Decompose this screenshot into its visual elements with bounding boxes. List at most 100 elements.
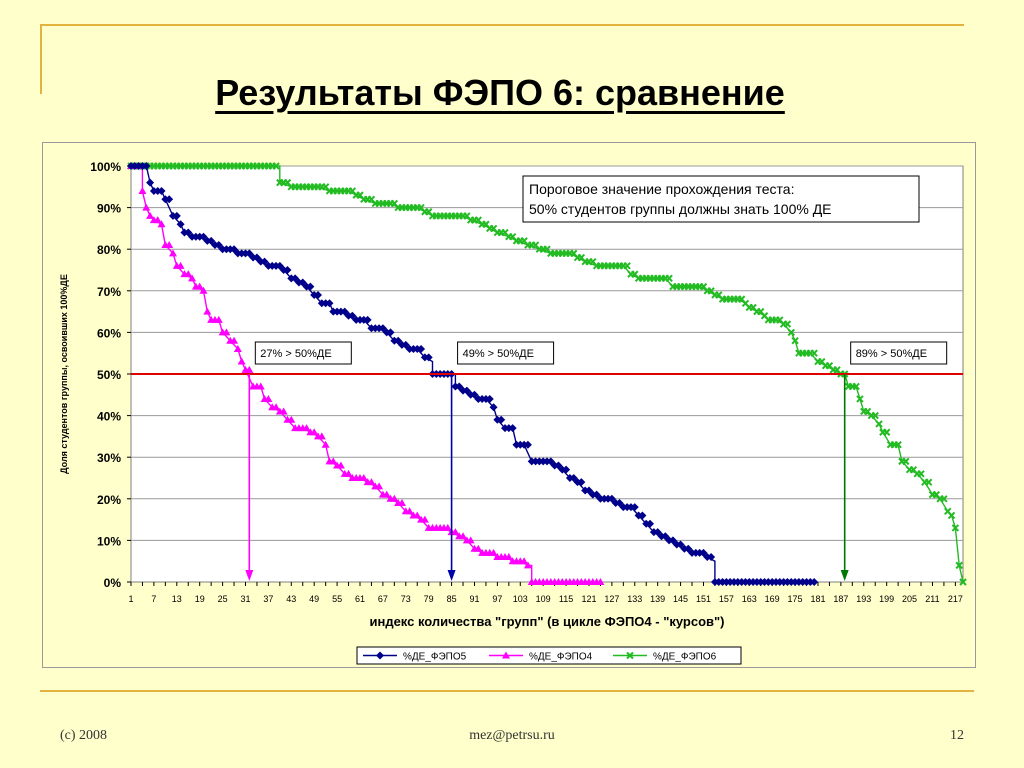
series-marker-0 — [165, 195, 174, 204]
marker-stroke — [783, 320, 792, 328]
series-marker-1 — [214, 315, 223, 323]
x-tick-label: 109 — [536, 594, 551, 604]
series-marker-2 — [871, 411, 879, 420]
marker-stroke — [852, 382, 860, 391]
series-marker-1 — [230, 336, 239, 344]
series-marker-1 — [176, 261, 185, 269]
x-tick-label: 169 — [765, 594, 780, 604]
series-marker-1 — [203, 307, 212, 315]
top-rule — [40, 24, 964, 26]
marker-stroke — [944, 507, 952, 515]
x-tick-label: 157 — [719, 594, 734, 604]
legend-label: %ДЕ_ФЭПО4 — [529, 652, 593, 663]
series-marker-0 — [363, 315, 372, 324]
marker-stroke — [356, 191, 364, 199]
series-marker-1 — [397, 498, 406, 506]
x-tick-label: 79 — [424, 594, 434, 604]
marker-stroke — [321, 183, 330, 191]
y-tick-label: 30% — [97, 451, 121, 465]
callout-arrow-head — [840, 570, 849, 581]
x-tick-label: 13 — [172, 594, 182, 604]
series-marker-1 — [336, 461, 345, 469]
marker-stroke — [917, 470, 925, 478]
marker-stroke — [272, 162, 280, 170]
marker-stroke — [623, 262, 631, 270]
series-marker-1 — [382, 490, 391, 498]
marker-stroke — [818, 357, 826, 366]
marker-stroke — [424, 208, 433, 216]
x-tick-label: 37 — [263, 594, 273, 604]
series-marker-0 — [424, 353, 433, 362]
marker-stroke — [894, 441, 902, 449]
series-marker-1 — [405, 507, 414, 515]
marker-stroke — [902, 457, 910, 466]
x-tick-label: 91 — [469, 594, 479, 604]
series-marker-0 — [172, 211, 181, 220]
marker-stroke — [531, 241, 540, 249]
series-marker-0 — [314, 290, 323, 299]
marker-stroke — [390, 199, 399, 208]
x-tick-label: 121 — [581, 594, 596, 604]
line-chart: 0% 10% 20% 30% 40% 50% 60% 70% 80% 90% 100% 1 7 13 19 2… — [59, 160, 967, 665]
x-axis-title: индекс количества "групп" (в цикле ФЭПО4… — [369, 614, 724, 629]
x-tick-label: 97 — [492, 594, 502, 604]
marker-stroke — [348, 187, 357, 195]
page-number: 12 — [950, 728, 964, 743]
series-marker-0 — [260, 257, 269, 266]
series-marker-2 — [783, 320, 792, 328]
series-marker-1 — [466, 536, 475, 544]
series-marker-1 — [153, 216, 162, 224]
series-marker-1 — [237, 357, 246, 365]
series-marker-0 — [462, 386, 471, 395]
series-marker-2 — [959, 578, 967, 586]
threshold-note-box — [522, 175, 920, 223]
series-marker-1 — [256, 382, 265, 390]
x-tick-label: 217 — [948, 594, 963, 604]
series-marker-1 — [459, 532, 468, 540]
series-marker-0 — [485, 394, 494, 403]
x-tick-label: 19 — [195, 594, 205, 604]
series-marker-1 — [367, 478, 376, 486]
series-marker-1 — [287, 415, 296, 423]
y-tick-label: 90% — [97, 202, 121, 216]
series-marker-1 — [279, 407, 288, 415]
series-marker-0 — [630, 503, 639, 512]
x-tick-label: 43 — [286, 594, 296, 604]
y-tick-label: 20% — [97, 493, 121, 507]
series-marker-2 — [810, 349, 818, 357]
x-tick-label: 31 — [240, 594, 250, 604]
series-marker-0 — [283, 266, 292, 274]
series-marker-1 — [321, 440, 330, 448]
series-marker-1 — [596, 578, 605, 585]
series-marker-0 — [207, 236, 216, 245]
series-marker-1 — [504, 553, 513, 561]
x-tick-label: 1 — [128, 594, 133, 604]
marker-stroke — [520, 237, 528, 245]
series-marker-0 — [325, 299, 334, 308]
series-marker-0 — [348, 311, 357, 320]
x-tick-label: 49 — [309, 594, 319, 604]
series-marker-2 — [852, 382, 860, 391]
y-tick-label: 10% — [97, 534, 121, 548]
series-marker-2 — [940, 495, 948, 503]
series-marker-0 — [562, 465, 571, 474]
series-marker-2 — [924, 478, 933, 486]
x-tick-label: 139 — [650, 594, 665, 604]
series-marker-2 — [665, 274, 673, 283]
series-marker-1 — [329, 457, 338, 465]
marker-stroke — [856, 395, 864, 403]
legend — [356, 646, 742, 665]
x-tick-label: 85 — [447, 594, 457, 604]
marker-stroke — [951, 524, 960, 532]
marker-stroke — [863, 407, 872, 416]
series-marker-1 — [474, 544, 483, 552]
y-tick-label: 50% — [97, 368, 121, 382]
series-marker-1 — [375, 482, 384, 490]
marker-stroke — [474, 216, 483, 224]
series-marker-0 — [214, 241, 223, 250]
marker-stroke — [489, 224, 498, 233]
marker-stroke — [715, 291, 723, 299]
x-tick-label: 103 — [513, 594, 528, 604]
series-marker-0 — [146, 178, 155, 187]
x-tick-label: 199 — [879, 594, 894, 604]
